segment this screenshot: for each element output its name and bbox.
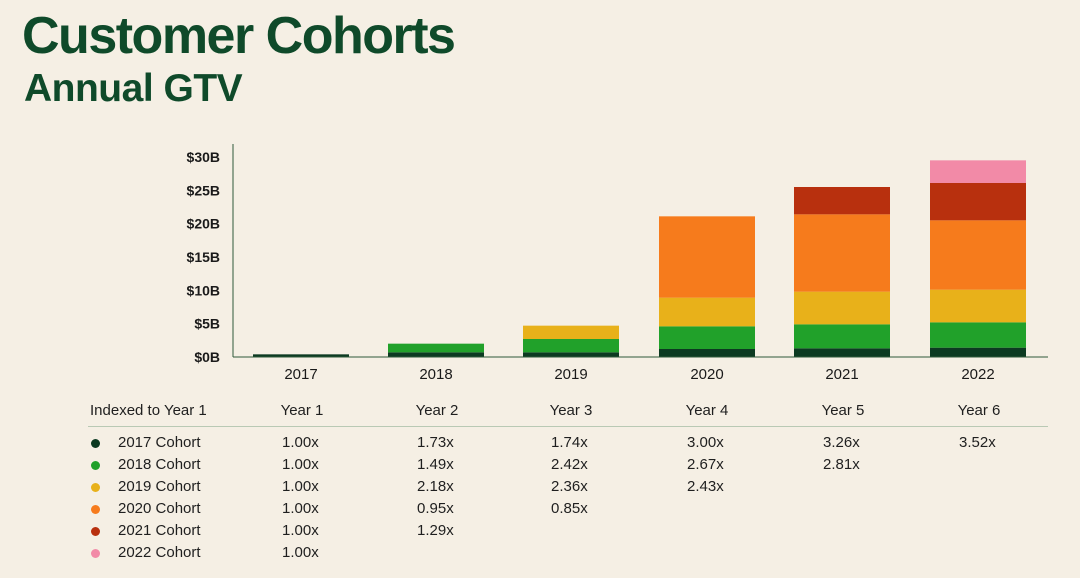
- y-tick-label: $20B: [187, 216, 220, 232]
- legend-label: 2020 Cohort: [118, 500, 201, 517]
- x-tick-label: 2019: [554, 366, 587, 383]
- y-tick-label: $10B: [187, 282, 220, 298]
- legend-swatch: [91, 461, 100, 470]
- table-cell: 3.52x: [959, 434, 996, 451]
- chart-subtitle: Annual GTV: [24, 67, 243, 110]
- table-cell: 1.29x: [417, 522, 454, 539]
- table-cell: 2.81x: [823, 456, 860, 473]
- table-cell: 2.18x: [417, 478, 454, 495]
- table-cell: 1.00x: [282, 500, 319, 517]
- legend-label: 2017 Cohort: [118, 434, 201, 451]
- x-tick-label: 2022: [961, 366, 994, 383]
- bar-segment-2021-2017-cohort: [794, 348, 890, 357]
- bar-segment-2022-2020-cohort: [930, 220, 1026, 290]
- table-cell: 1.74x: [551, 434, 588, 451]
- bar-segment-2021-2020-cohort: [794, 214, 890, 292]
- table-cell: 2.36x: [551, 478, 588, 495]
- table-cell: 0.85x: [551, 500, 588, 517]
- y-tick-label: $25B: [187, 182, 220, 198]
- bar-segment-2021-2021-cohort: [794, 187, 890, 215]
- bar-segment-2020-2017-cohort: [659, 349, 755, 357]
- bar-segment-2021-2019-cohort: [794, 291, 890, 325]
- bar-segment-2018-2018-cohort: [388, 343, 484, 353]
- legend-label: 2019 Cohort: [118, 478, 201, 495]
- bar-segment-2022-2022-cohort: [930, 160, 1026, 183]
- table-cell: 0.95x: [417, 500, 454, 517]
- table-cell: 1.00x: [282, 478, 319, 495]
- x-tick-label: 2021: [825, 366, 858, 383]
- table-cell: 1.00x: [282, 522, 319, 539]
- bar-segment-2022-2021-cohort: [930, 183, 1026, 221]
- chart-title: Customer Cohorts: [22, 7, 456, 65]
- legend-label: 2022 Cohort: [118, 544, 201, 561]
- y-tick-label: $30B: [187, 149, 220, 165]
- y-tick-label: $15B: [187, 249, 220, 265]
- bar-segment-2020-2020-cohort: [659, 216, 755, 298]
- table-cell: 1.73x: [417, 434, 454, 451]
- table-column-header: Year 2: [415, 402, 459, 419]
- bar-segment-2020-2018-cohort: [659, 326, 755, 349]
- bar-segment-2019-2019-cohort: [523, 325, 619, 339]
- legend-swatch: [91, 527, 100, 536]
- legend-swatch: [91, 549, 100, 558]
- stacked-bar-chart: $0B $5B $10B $15B $20B $25B $30B 2017 2018 2019 20…: [187, 144, 1048, 383]
- table-column-header: Year 3: [549, 402, 593, 419]
- legend-swatch: [91, 505, 100, 514]
- table-cell: 1.00x: [282, 456, 319, 473]
- table-cell: 2.43x: [687, 478, 724, 495]
- y-tick-label: $5B: [194, 316, 220, 332]
- bar-segment-2019-2017-cohort: [523, 352, 619, 357]
- table-cell: 1.49x: [417, 456, 454, 473]
- table-column-header: Year 4: [685, 402, 729, 419]
- bar-segment-2022-2018-cohort: [930, 322, 1026, 348]
- bar-segment-2018-2017-cohort: [388, 352, 484, 357]
- y-tick-label: $0B: [194, 349, 220, 365]
- table-column-header: Year 1: [280, 402, 324, 419]
- table-cell: 2.42x: [551, 456, 588, 473]
- table-column-header: Year 5: [821, 402, 865, 419]
- table-column-header: Year 6: [957, 402, 1001, 419]
- x-tick-label: 2017: [284, 366, 317, 383]
- table-cell: 2.67x: [687, 456, 724, 473]
- x-tick-label: 2018: [419, 366, 452, 383]
- x-tick-label: 2020: [690, 366, 723, 383]
- bar-segment-2021-2018-cohort: [794, 324, 890, 349]
- legend-label: 2018 Cohort: [118, 456, 201, 473]
- bar-segment-2019-2018-cohort: [523, 339, 619, 353]
- table-divider: [88, 426, 1048, 427]
- table-cell: 3.26x: [823, 434, 860, 451]
- table-row-header-label: Indexed to Year 1: [90, 402, 207, 419]
- legend-swatch: [91, 439, 100, 448]
- bar-segment-2022-2017-cohort: [930, 347, 1026, 357]
- bar-segment-2020-2019-cohort: [659, 297, 755, 327]
- bar-segment-2017-2017-cohort: [253, 354, 349, 357]
- table-cell: 1.00x: [282, 434, 319, 451]
- legend-swatch: [91, 483, 100, 492]
- table-cell: 3.00x: [687, 434, 724, 451]
- bar-segment-2022-2019-cohort: [930, 289, 1026, 323]
- table-cell: 1.00x: [282, 544, 319, 561]
- legend-label: 2021 Cohort: [118, 522, 201, 539]
